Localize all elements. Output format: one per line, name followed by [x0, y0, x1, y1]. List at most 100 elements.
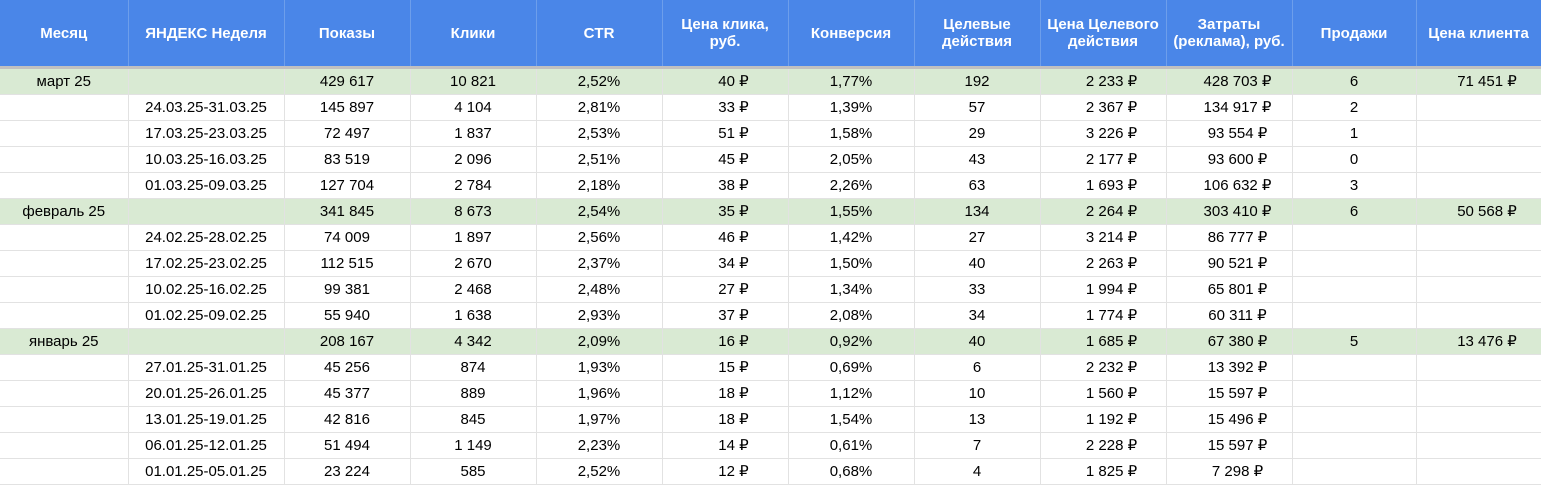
table-cell[interactable]: 43 — [914, 146, 1041, 173]
table-cell[interactable]: 20.01.25-26.01.25 — [128, 380, 285, 407]
table-cell[interactable]: 2,81% — [536, 94, 663, 121]
table-cell[interactable] — [1416, 380, 1541, 407]
table-cell[interactable]: 65 801 ₽ — [1166, 276, 1293, 303]
table-cell[interactable]: 40 — [914, 250, 1041, 277]
table-cell[interactable]: 01.02.25-09.02.25 — [128, 302, 285, 329]
table-cell[interactable]: 51 ₽ — [662, 120, 789, 147]
table-cell[interactable]: 1,96% — [536, 380, 663, 407]
table-cell[interactable] — [0, 94, 129, 121]
table-cell[interactable] — [1416, 94, 1541, 121]
table-cell[interactable] — [1416, 250, 1541, 277]
table-cell[interactable]: 45 ₽ — [662, 146, 789, 173]
table-cell[interactable]: 23 224 — [284, 458, 411, 485]
table-cell[interactable]: 40 ₽ — [662, 69, 789, 95]
table-cell[interactable]: 4 104 — [410, 94, 537, 121]
table-cell[interactable]: 01.03.25-09.03.25 — [128, 172, 285, 199]
table-cell[interactable]: 18 ₽ — [662, 380, 789, 407]
table-cell[interactable]: 15 496 ₽ — [1166, 406, 1293, 433]
column-header[interactable]: Показы — [284, 0, 411, 66]
table-cell[interactable]: 17.03.25-23.03.25 — [128, 120, 285, 147]
table-cell[interactable]: 83 519 — [284, 146, 411, 173]
column-header[interactable]: CTR — [536, 0, 663, 66]
table-cell[interactable] — [1416, 146, 1541, 173]
table-cell[interactable] — [1292, 354, 1417, 381]
table-cell[interactable] — [1416, 120, 1541, 147]
table-cell[interactable]: 2,23% — [536, 432, 663, 459]
table-cell[interactable]: 33 — [914, 276, 1041, 303]
table-cell[interactable]: 13 392 ₽ — [1166, 354, 1293, 381]
table-cell[interactable] — [0, 458, 129, 485]
table-cell[interactable] — [0, 276, 129, 303]
table-cell[interactable]: 2,52% — [536, 69, 663, 95]
column-header[interactable]: Клики — [410, 0, 537, 66]
table-cell[interactable]: 13 476 ₽ — [1416, 328, 1541, 355]
column-header[interactable]: Цена клиента — [1416, 0, 1541, 66]
table-cell[interactable]: 55 940 — [284, 302, 411, 329]
table-cell[interactable]: 1 994 ₽ — [1040, 276, 1167, 303]
table-cell[interactable]: 585 — [410, 458, 537, 485]
table-cell[interactable] — [0, 224, 129, 251]
table-cell[interactable] — [0, 302, 129, 329]
table-cell[interactable]: 15 597 ₽ — [1166, 380, 1293, 407]
table-cell[interactable]: 2,53% — [536, 120, 663, 147]
table-cell[interactable]: 45 256 — [284, 354, 411, 381]
table-cell[interactable]: 27 ₽ — [662, 276, 789, 303]
table-cell[interactable] — [1292, 380, 1417, 407]
table-cell[interactable]: 99 381 — [284, 276, 411, 303]
table-cell[interactable]: 63 — [914, 172, 1041, 199]
table-cell[interactable]: 134 917 ₽ — [1166, 94, 1293, 121]
table-cell[interactable]: 06.01.25-12.01.25 — [128, 432, 285, 459]
table-cell[interactable]: 1 897 — [410, 224, 537, 251]
table-cell[interactable] — [0, 172, 129, 199]
table-cell[interactable] — [0, 120, 129, 147]
table-cell[interactable]: 1 837 — [410, 120, 537, 147]
table-cell[interactable] — [1416, 172, 1541, 199]
table-cell[interactable]: 86 777 ₽ — [1166, 224, 1293, 251]
table-cell[interactable]: 90 521 ₽ — [1166, 250, 1293, 277]
table-cell[interactable]: 2,26% — [788, 172, 915, 199]
table-cell[interactable] — [1292, 458, 1417, 485]
table-cell[interactable]: 93 600 ₽ — [1166, 146, 1293, 173]
table-cell[interactable] — [1292, 276, 1417, 303]
table-cell[interactable] — [1416, 276, 1541, 303]
table-cell[interactable]: 1 192 ₽ — [1040, 406, 1167, 433]
table-cell[interactable]: 1 560 ₽ — [1040, 380, 1167, 407]
table-cell[interactable]: 01.01.25-05.01.25 — [128, 458, 285, 485]
table-cell[interactable]: 71 451 ₽ — [1416, 69, 1541, 95]
table-cell[interactable] — [128, 198, 285, 225]
table-cell[interactable]: 57 — [914, 94, 1041, 121]
table-cell[interactable]: 1 685 ₽ — [1040, 328, 1167, 355]
table-cell[interactable] — [1292, 224, 1417, 251]
table-cell[interactable]: 112 515 — [284, 250, 411, 277]
table-cell[interactable]: 10.03.25-16.03.25 — [128, 146, 285, 173]
table-cell[interactable]: 35 ₽ — [662, 198, 789, 225]
column-header[interactable]: Конверсия — [788, 0, 915, 66]
table-cell[interactable]: 51 494 — [284, 432, 411, 459]
table-cell[interactable]: 1 638 — [410, 302, 537, 329]
table-cell[interactable]: 2 — [1292, 94, 1417, 121]
table-cell[interactable]: 1 — [1292, 120, 1417, 147]
table-cell[interactable]: февраль 25 — [0, 198, 129, 225]
table-cell[interactable]: 106 632 ₽ — [1166, 172, 1293, 199]
table-cell[interactable]: 13 — [914, 406, 1041, 433]
table-cell[interactable] — [128, 69, 285, 95]
table-cell[interactable]: 2,52% — [536, 458, 663, 485]
table-cell[interactable]: 2 263 ₽ — [1040, 250, 1167, 277]
table-cell[interactable]: 2 670 — [410, 250, 537, 277]
table-cell[interactable]: 4 — [914, 458, 1041, 485]
table-cell[interactable]: 1,42% — [788, 224, 915, 251]
table-cell[interactable]: 2 233 ₽ — [1040, 69, 1167, 95]
table-cell[interactable]: 6 — [1292, 69, 1417, 95]
table-cell[interactable] — [0, 380, 129, 407]
table-cell[interactable]: 2,18% — [536, 172, 663, 199]
table-cell[interactable]: 429 617 — [284, 69, 411, 95]
table-cell[interactable]: 6 — [1292, 198, 1417, 225]
table-cell[interactable]: 889 — [410, 380, 537, 407]
table-cell[interactable]: 14 ₽ — [662, 432, 789, 459]
table-cell[interactable]: 1,39% — [788, 94, 915, 121]
table-cell[interactable]: 1 693 ₽ — [1040, 172, 1167, 199]
table-cell[interactable]: март 25 — [0, 69, 129, 95]
table-cell[interactable]: 15 ₽ — [662, 354, 789, 381]
table-cell[interactable]: 127 704 — [284, 172, 411, 199]
table-cell[interactable]: 2 177 ₽ — [1040, 146, 1167, 173]
